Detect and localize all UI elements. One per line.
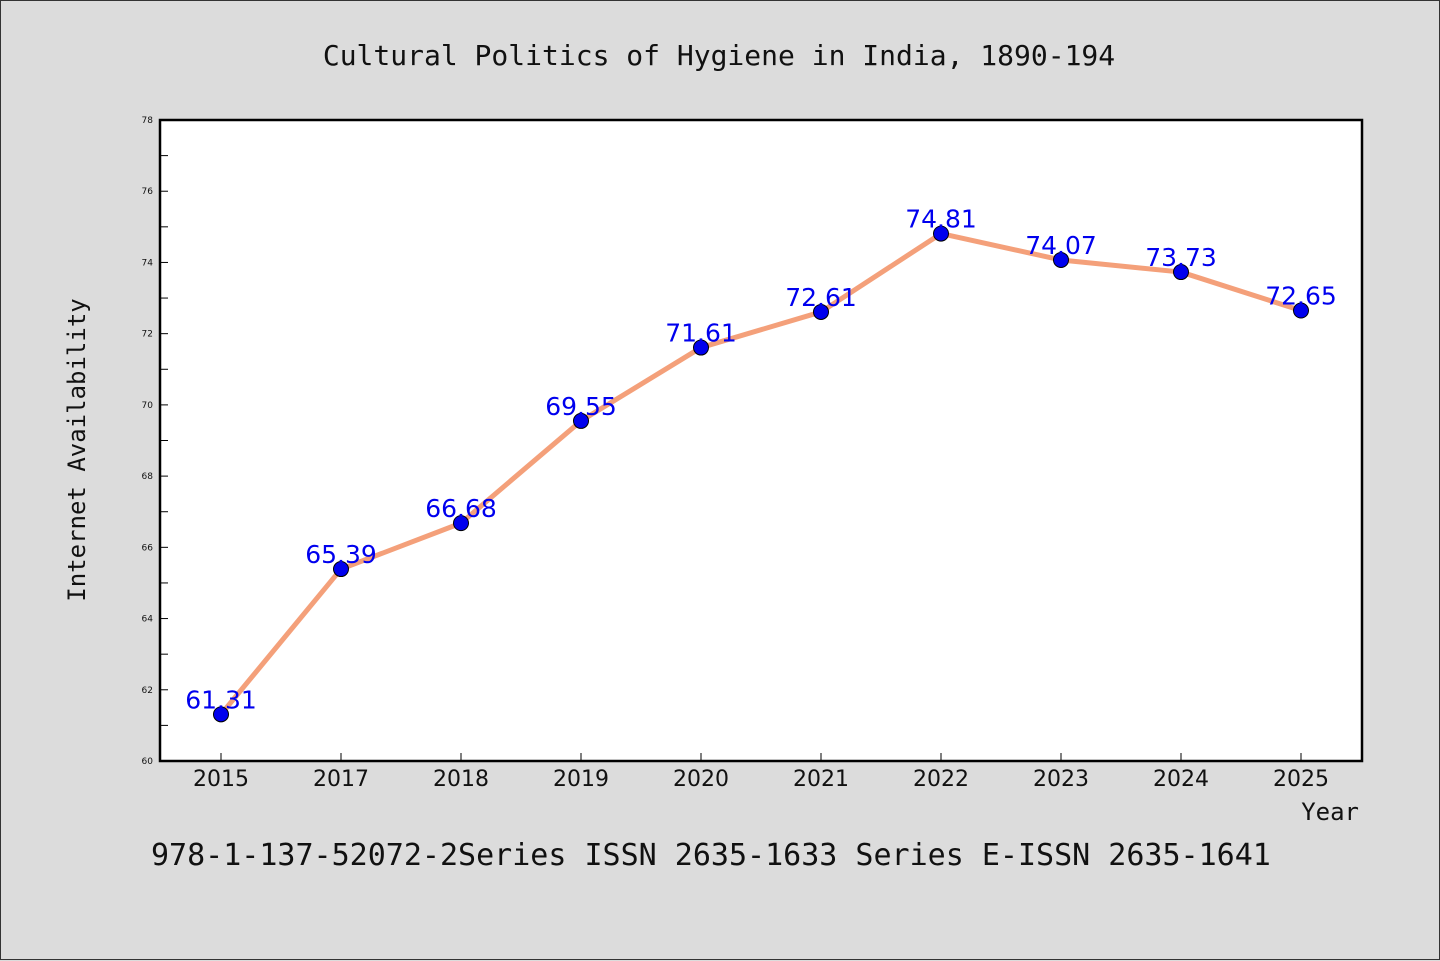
data-value-label: 73.73 [1145,243,1217,272]
x-tick-label: 2015 [193,767,249,792]
x-tick-label: 2025 [1273,767,1329,792]
data-value-label: 72.61 [785,283,857,312]
data-point-marker [813,303,829,320]
y-tick-label: 64 [142,615,154,625]
y-tick-label: 74 [142,258,154,268]
data-value-label: 65.39 [305,540,377,569]
y-tick-label: 62 [142,686,153,696]
data-point-marker [453,515,469,532]
x-tick-label: 2023 [1033,767,1089,792]
data-point-marker [573,412,589,429]
footer-isbn-text: 978-1-137-52072-2Series ISSN 2635-1633 S… [151,838,1271,873]
plot-area [160,120,1362,761]
data-value-label: 74.81 [905,205,977,234]
x-tick-label: 2020 [673,767,729,792]
x-tick-label: 2024 [1153,767,1209,792]
y-tick-label: 68 [142,472,154,482]
data-point-marker [693,339,709,356]
data-value-label: 69.55 [545,392,617,421]
y-axis: 60 62 64 66 68 70 72 74 76 78 [142,116,168,767]
data-point-marker [333,561,349,578]
data-point-marker [933,225,949,242]
data-series: 61.31 65.39 66.68 69.55 71.61 72.61 74.81 74.07… [185,205,1337,723]
data-point-marker [213,706,229,723]
x-tick-label: 2018 [433,767,489,792]
data-value-label: 71.61 [665,319,737,348]
x-axis: 2015 2017 2018 2019 2020 2021 2022 2023 2024 2025 [193,753,1329,792]
y-tick-label: 72 [142,330,153,340]
x-tick-label: 2021 [793,767,849,792]
y-tick-label: 70 [142,401,154,411]
y-axis-label: Internet Availability [63,298,91,601]
y-tick-label: 60 [142,757,154,767]
y-tick-label: 76 [142,187,154,197]
x-tick-label: 2022 [913,767,969,792]
data-value-label: 74.07 [1025,231,1097,260]
plot-border [158,118,1364,763]
chart-title: Cultural Politics of Hygiene in India, 1… [323,39,1115,72]
x-tick-label: 2017 [313,767,369,792]
series-line [218,231,1304,717]
data-value-label: 72.65 [1265,282,1337,311]
x-axis-label: Year [1301,798,1359,826]
data-value-label: 66.68 [425,494,497,523]
data-point-marker [1053,251,1069,268]
x-tick-label: 2019 [553,767,609,792]
data-point-marker [1173,264,1189,281]
y-tick-label: 66 [142,543,154,553]
data-value-label: 61.31 [185,685,257,714]
data-point-marker [1293,302,1309,319]
y-tick-label: 78 [142,116,154,126]
